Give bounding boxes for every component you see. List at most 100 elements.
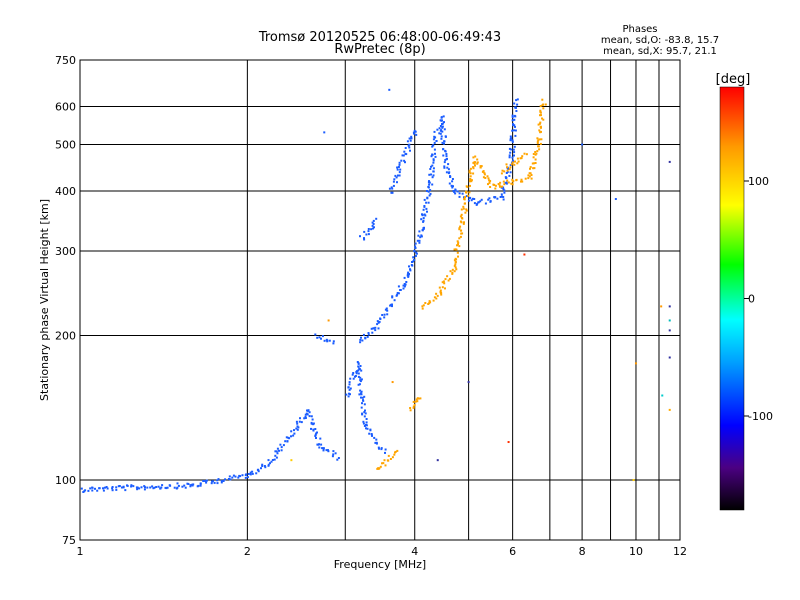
data-point — [443, 142, 445, 145]
data-point — [149, 486, 152, 489]
data-point — [445, 171, 448, 174]
data-point — [421, 214, 424, 217]
data-point — [462, 207, 465, 210]
data-point — [157, 485, 160, 488]
data-point — [442, 154, 445, 157]
data-point — [502, 198, 505, 201]
data-point — [204, 480, 207, 482]
data-point — [155, 486, 158, 488]
data-point — [367, 332, 370, 334]
data-point — [431, 176, 434, 179]
data-point — [428, 181, 431, 184]
data-point — [377, 467, 380, 470]
data-point — [408, 273, 410, 275]
data-point — [418, 241, 421, 244]
data-point — [372, 219, 375, 222]
data-point — [332, 342, 335, 345]
data-point — [476, 161, 479, 164]
data-point — [508, 156, 511, 159]
data-point — [293, 432, 296, 435]
x-tick-label: 8 — [579, 545, 586, 558]
data-point — [515, 99, 518, 102]
data-point — [469, 196, 472, 199]
data-point — [447, 279, 450, 282]
data-point — [459, 235, 462, 238]
data-point — [432, 159, 435, 162]
data-point — [434, 155, 437, 158]
data-point — [537, 139, 540, 142]
data-point — [511, 161, 514, 164]
data-point — [539, 105, 542, 108]
data-point — [527, 174, 530, 177]
data-point — [441, 130, 444, 133]
data-point — [357, 372, 360, 375]
data-point — [199, 484, 202, 487]
data-point — [407, 274, 410, 277]
data-point — [498, 184, 501, 187]
data-point — [469, 178, 472, 180]
data-point — [138, 487, 141, 490]
x-tick-label: 6 — [509, 545, 516, 558]
x-tick-label: 1 — [77, 545, 84, 558]
data-point — [83, 490, 86, 493]
data-point — [488, 179, 491, 182]
data-point — [427, 185, 430, 188]
data-point — [376, 323, 379, 326]
data-point — [500, 193, 503, 196]
data-point — [421, 307, 424, 310]
data-point — [347, 386, 350, 389]
data-point — [544, 103, 547, 106]
data-point — [467, 194, 470, 197]
data-point — [421, 305, 424, 308]
data-point — [536, 142, 539, 145]
data-point — [469, 175, 472, 178]
data-point — [384, 448, 387, 451]
data-point — [494, 196, 497, 199]
data-point — [276, 452, 279, 455]
data-point — [320, 337, 322, 340]
data-point — [469, 167, 472, 170]
data-point — [375, 438, 378, 441]
data-point — [379, 465, 382, 468]
data-point — [539, 131, 542, 134]
data-point — [440, 293, 443, 296]
data-point — [237, 476, 240, 479]
data-point — [474, 155, 477, 158]
data-point — [431, 164, 434, 167]
data-point — [191, 484, 194, 487]
data-point — [464, 211, 467, 214]
data-point — [199, 482, 202, 485]
data-point — [414, 247, 417, 249]
data-point — [443, 166, 446, 169]
data-point — [453, 264, 456, 267]
data-point — [536, 137, 539, 140]
data-point — [473, 162, 476, 165]
data-point — [144, 486, 146, 489]
data-point — [446, 275, 449, 278]
data-point — [430, 155, 433, 158]
data-point — [462, 205, 465, 208]
data-point — [300, 421, 303, 424]
data-point — [390, 186, 393, 189]
data-point — [451, 180, 454, 183]
data-point — [405, 281, 408, 283]
scatter-point — [523, 253, 526, 256]
data-point — [443, 140, 446, 143]
data-point — [444, 159, 447, 161]
data-point — [502, 188, 505, 191]
data-point — [505, 163, 508, 166]
data-point — [440, 129, 443, 132]
data-point — [360, 406, 363, 409]
data-point — [463, 221, 465, 224]
data-point — [336, 458, 339, 461]
data-point — [479, 166, 482, 169]
data-point — [532, 156, 535, 159]
data-point — [308, 415, 311, 418]
data-point — [520, 180, 522, 183]
data-point — [479, 200, 482, 203]
data-point — [505, 182, 508, 185]
data-point — [539, 142, 542, 145]
data-point — [511, 139, 514, 142]
data-point — [404, 147, 407, 149]
data-point — [422, 220, 425, 223]
